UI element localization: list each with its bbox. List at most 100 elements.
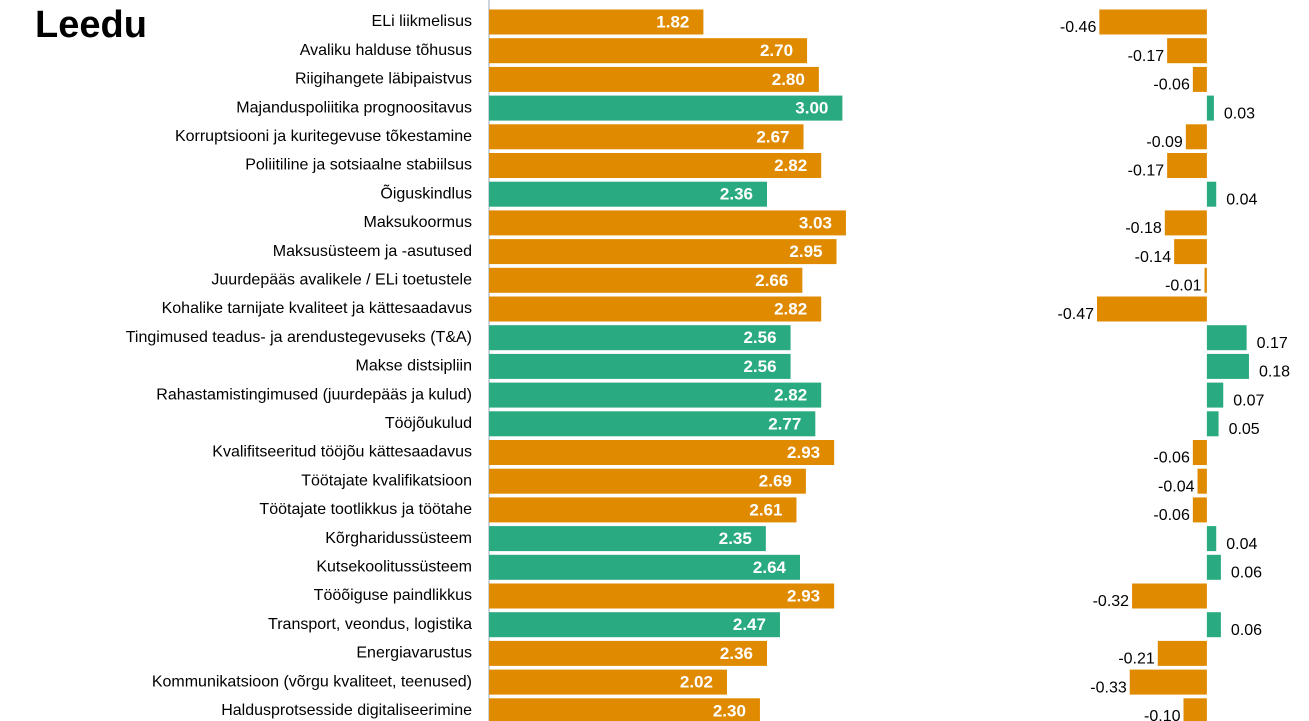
bar (489, 468, 806, 494)
value-label: -0.14 (1135, 249, 1172, 266)
value-label: 2.36 (720, 185, 753, 204)
category-label: Poliitiline ja sotsiaalne stabiilsus (245, 157, 472, 174)
bar (1132, 583, 1207, 609)
value-label: 2.61 (749, 500, 782, 519)
category-label: Töötajate kvalifikatsioon (301, 472, 472, 489)
category-label: Haldusprotsesside digitaliseerimine (221, 702, 472, 719)
value-label: -0.47 (1058, 306, 1095, 323)
category-label: Kommunikatsioon (võrgu kvaliteet, teenus… (152, 673, 472, 690)
category-label: Kohalike tarnijate kvaliteet ja kättesaa… (162, 300, 472, 317)
value-label: 2.82 (774, 156, 807, 175)
value-label: 2.77 (768, 414, 801, 433)
value-label: -0.17 (1128, 163, 1165, 180)
value-label: -0.01 (1165, 278, 1202, 295)
category-label: Kutsekoolitussüsteem (316, 559, 472, 576)
value-label: -0.46 (1060, 19, 1097, 36)
category-label: Avaliku halduse tõhusus (300, 42, 472, 59)
bar (489, 38, 808, 64)
bar (1185, 124, 1207, 150)
category-label: Juurdepääs avalikele / ELi toetustele (211, 272, 472, 289)
value-label: 2.56 (743, 357, 776, 376)
value-label: 2.95 (789, 242, 822, 261)
value-label: 2.66 (755, 271, 788, 290)
value-label: 2.35 (719, 529, 752, 548)
value-label: 0.17 (1257, 335, 1288, 352)
bar (1206, 612, 1221, 638)
value-label: 2.56 (743, 328, 776, 347)
value-label: 3.00 (795, 99, 828, 118)
bar (489, 526, 766, 552)
value-label: 2.47 (733, 615, 766, 634)
value-label: 2.30 (713, 701, 746, 720)
bar (489, 325, 791, 351)
value-label: -0.04 (1158, 478, 1195, 495)
bar (489, 411, 816, 437)
category-label: Tööõiguse paindlikkus (314, 587, 472, 604)
value-label: -0.09 (1146, 134, 1183, 151)
value-label: 2.93 (787, 443, 820, 462)
bar (1206, 181, 1217, 207)
bar (489, 95, 843, 121)
value-label: 2.82 (774, 299, 807, 318)
value-label: -0.17 (1128, 48, 1165, 65)
bar (1206, 411, 1219, 437)
value-label: 2.93 (787, 586, 820, 605)
value-label: 2.64 (753, 558, 787, 577)
value-label: -0.10 (1144, 708, 1181, 721)
category-label: Kõrgharidussüsteem (325, 530, 472, 547)
bar (1157, 640, 1207, 666)
value-label: 0.07 (1233, 392, 1264, 409)
category-label: Maksukoormus (364, 214, 472, 231)
category-label: ELi liikmelisus (372, 13, 472, 30)
bar (489, 210, 846, 236)
bar (489, 554, 800, 580)
value-label: -0.06 (1153, 450, 1190, 467)
bar (489, 669, 727, 695)
category-label: Makse distsipliin (356, 358, 472, 375)
value-label: 0.05 (1229, 421, 1260, 438)
category-label: Töötajate tootlikkus ja töötahe (259, 501, 472, 518)
bar (1206, 353, 1249, 379)
bar (1097, 296, 1207, 322)
bar (489, 124, 804, 150)
bar (489, 440, 835, 465)
bar (489, 640, 768, 666)
value-label: 2.70 (760, 41, 793, 60)
bar (1129, 669, 1207, 695)
category-label: Majanduspoliitika prognoositavus (236, 99, 472, 116)
bar (1174, 239, 1207, 265)
bar (489, 382, 822, 408)
bar (1167, 153, 1207, 178)
bar (1206, 554, 1221, 580)
category-label: Tingimused teadus- ja arendustegevuseks … (126, 329, 472, 346)
bar (1099, 9, 1207, 35)
bar (489, 296, 822, 322)
bar (1206, 325, 1247, 351)
bar (489, 267, 803, 293)
bar (1206, 382, 1224, 408)
bar (1192, 66, 1207, 92)
value-label: 0.04 (1226, 536, 1257, 553)
bar (1192, 440, 1207, 465)
value-label: -0.18 (1125, 220, 1162, 237)
value-label: 1.82 (656, 12, 689, 31)
bar (1197, 468, 1207, 494)
bar (489, 181, 768, 207)
bar (1206, 95, 1214, 121)
bar (489, 66, 819, 92)
bar (1167, 38, 1207, 64)
chart-title: Leedu (35, 4, 147, 46)
bar (489, 9, 704, 35)
bar (1206, 526, 1217, 552)
category-label: Õiguskindlus (380, 182, 472, 202)
value-label: -0.33 (1090, 679, 1127, 696)
category-label: Tööjõukulud (385, 415, 472, 432)
bar (489, 497, 797, 523)
value-label: 0.03 (1224, 105, 1255, 122)
category-label: Kvalifitseeritud tööjõu kättesaadavus (212, 444, 472, 461)
bar (1164, 210, 1207, 236)
value-label: 0.06 (1231, 622, 1262, 639)
value-label: 2.80 (772, 70, 805, 89)
